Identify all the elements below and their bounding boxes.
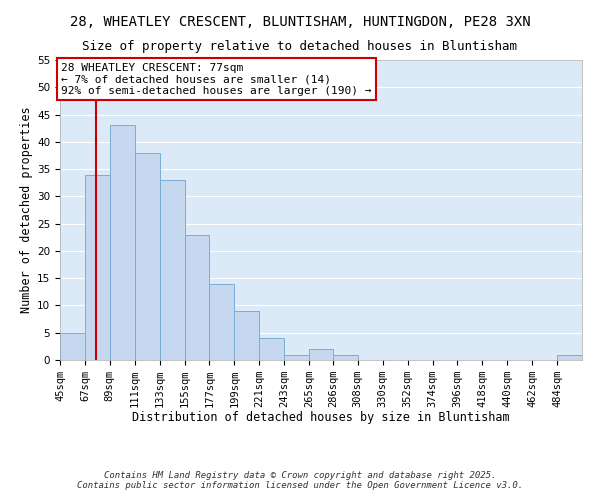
Bar [160,180,185,360]
Bar [309,349,333,360]
Bar [135,152,160,360]
Text: 28, WHEATLEY CRESCENT, BLUNTISHAM, HUNTINGDON, PE28 3XN: 28, WHEATLEY CRESCENT, BLUNTISHAM, HUNTI… [70,15,530,29]
Text: Size of property relative to detached houses in Bluntisham: Size of property relative to detached ho… [83,40,517,53]
Y-axis label: Number of detached properties: Number of detached properties [20,106,33,314]
X-axis label: Distribution of detached houses by size in Bluntisham: Distribution of detached houses by size … [132,412,510,424]
Text: 28 WHEATLEY CRESCENT: 77sqm
← 7% of detached houses are smaller (14)
92% of semi: 28 WHEATLEY CRESCENT: 77sqm ← 7% of deta… [61,62,371,96]
Text: Contains HM Land Registry data © Crown copyright and database right 2025.
Contai: Contains HM Land Registry data © Crown c… [77,470,523,490]
Bar [209,284,235,360]
Bar [235,311,259,360]
Bar [557,354,582,360]
Bar [333,354,358,360]
Bar [185,234,209,360]
Bar [85,174,110,360]
Bar [60,332,85,360]
Bar [284,354,309,360]
Bar [259,338,284,360]
Bar [110,126,135,360]
